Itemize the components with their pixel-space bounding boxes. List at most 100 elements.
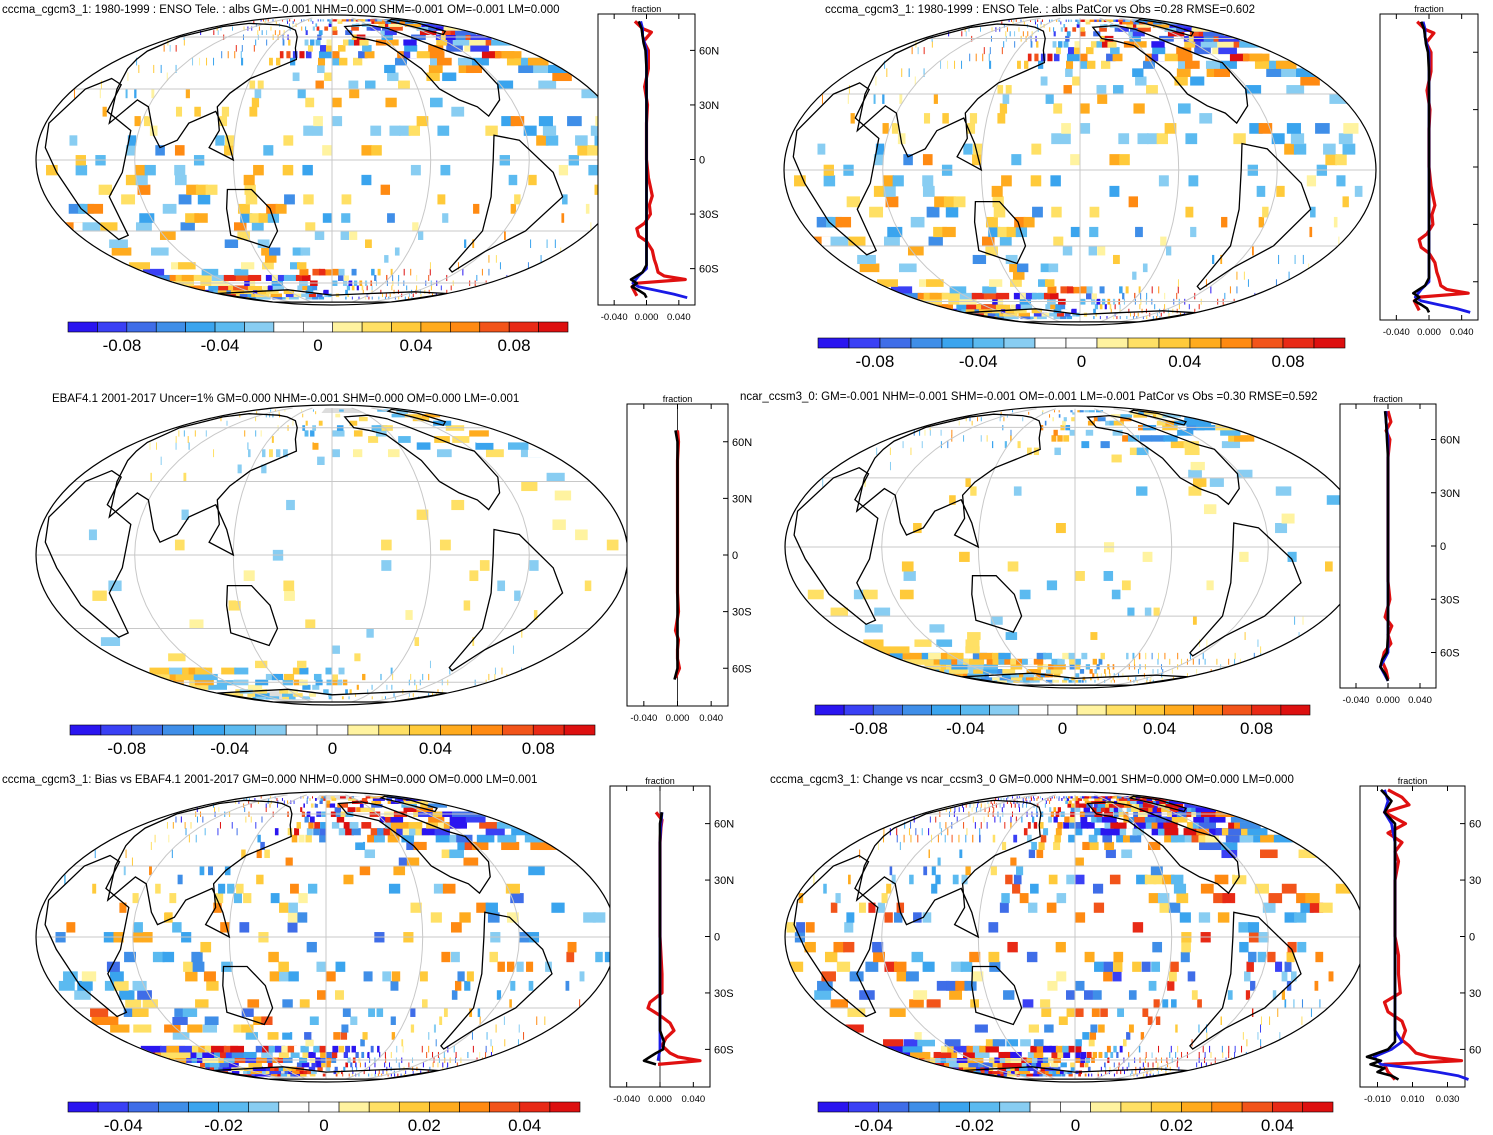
anomaly-cell	[428, 693, 430, 697]
anomaly-cell	[1058, 410, 1060, 413]
colorbar-tick-label: 0	[313, 336, 322, 355]
anomaly-cell	[945, 822, 947, 829]
anomaly-cell	[290, 1051, 300, 1059]
anomaly-cell	[1132, 271, 1137, 280]
anomaly-cell	[1063, 1051, 1071, 1059]
anomaly-cell	[1057, 658, 1065, 665]
anomaly-cell	[233, 222, 247, 232]
anomaly-cell	[1088, 834, 1098, 843]
colorbar-tick-label: 0.04	[1168, 352, 1201, 371]
anomaly-cell	[1228, 1051, 1230, 1059]
anomaly-cell	[254, 798, 256, 801]
colorbar-tick-label: 0	[328, 739, 337, 758]
anomaly-cell	[1139, 807, 1154, 813]
anomaly-cell	[1113, 961, 1123, 972]
anomaly-cell	[293, 409, 295, 412]
anomaly-cell	[983, 47, 985, 55]
anomaly-cell	[886, 883, 892, 894]
anomaly-cell	[319, 828, 327, 836]
anomaly-cell	[318, 30, 323, 36]
anomaly-cell	[338, 667, 345, 675]
anomaly-cell	[931, 834, 933, 843]
anomaly-cell	[1174, 76, 1188, 86]
colorbar-tick-label: -0.04	[854, 1116, 893, 1135]
anomaly-cell	[877, 902, 885, 913]
anomaly-cell	[236, 828, 238, 836]
longitude-gridline	[1099, 17, 1180, 323]
anomaly-cell	[1184, 447, 1200, 456]
anomaly-cell	[174, 1008, 190, 1017]
anomaly-cell	[995, 803, 997, 808]
colorbar-swatch	[361, 321, 392, 333]
anomaly-cell	[322, 145, 333, 156]
anomaly-cell	[114, 980, 129, 991]
anomaly-cell	[282, 19, 284, 22]
colorbar-swatch	[848, 337, 881, 349]
anomaly-cell	[1136, 679, 1138, 683]
anomaly-cell	[989, 279, 1003, 287]
anomaly-cell	[390, 667, 393, 675]
anomaly-cell	[813, 874, 815, 885]
anomaly-cell	[913, 523, 922, 534]
anomaly-cell	[279, 1024, 291, 1033]
anomaly-cell	[139, 213, 155, 223]
anomaly-cell	[1075, 1051, 1081, 1059]
anomaly-cell	[518, 64, 538, 74]
anomaly-cell	[1154, 304, 1156, 310]
greenland-land	[1134, 18, 1195, 37]
anomaly-cell	[949, 495, 956, 505]
anomaly-cell	[371, 145, 382, 156]
anomaly-cell	[165, 1008, 181, 1017]
anomaly-cell	[398, 296, 400, 300]
anomaly-cell	[1010, 822, 1012, 829]
anomaly-cell	[1302, 254, 1304, 265]
anomaly-cell	[979, 652, 994, 660]
anomaly-cell	[604, 951, 613, 963]
anomaly-cell	[1142, 263, 1148, 273]
anomaly-cell	[982, 1062, 998, 1068]
anomaly-cell	[488, 268, 490, 276]
anomaly-cell	[1080, 1051, 1087, 1059]
colorbar-swatch	[308, 1101, 340, 1113]
anomaly-cell	[974, 822, 976, 829]
anomaly-cell	[1053, 316, 1061, 320]
anomaly-cell	[486, 1032, 488, 1040]
colorbar-swatch	[969, 1101, 1001, 1113]
profile-lat-label: 0	[699, 155, 705, 167]
anomaly-cell	[499, 262, 501, 270]
anomaly-cell	[1275, 60, 1297, 69]
anomaly-cell	[350, 1062, 353, 1068]
anomaly-cell	[546, 239, 548, 248]
anomaly-cell	[1010, 803, 1012, 808]
anomaly-cell	[924, 429, 926, 436]
anomaly-cell	[1066, 798, 1070, 801]
anomaly-cell	[536, 1016, 538, 1025]
anomaly-cell	[1106, 53, 1116, 62]
anomaly-cell	[942, 113, 949, 124]
anomaly-cell	[361, 1051, 365, 1059]
anomaly-cell	[1212, 254, 1215, 265]
anomaly-cell	[951, 429, 953, 436]
anomaly-cell	[404, 45, 418, 52]
anomaly-cell	[1067, 803, 1072, 808]
anomaly-cell	[859, 902, 866, 913]
anomaly-cell	[1006, 226, 1019, 238]
anomaly-cell	[298, 834, 305, 843]
anomaly-cell	[359, 1062, 361, 1068]
anomaly-cell	[287, 800, 289, 804]
anomaly-cell	[1080, 19, 1084, 22]
anomaly-cell	[545, 961, 552, 972]
anomaly-cell	[171, 849, 173, 859]
anomaly-cell	[1038, 841, 1045, 851]
anomaly-cell	[1097, 417, 1106, 422]
anomaly-cell	[218, 285, 236, 291]
anomaly-cell	[155, 145, 165, 156]
anomaly-cell	[343, 1051, 349, 1059]
anomaly-cell	[305, 296, 313, 300]
anomaly-cell	[316, 1062, 323, 1068]
anomaly-cell	[1309, 226, 1313, 238]
anomaly-cell	[174, 570, 187, 582]
anomaly-cell	[277, 803, 279, 808]
colorbar-tick-label: 0	[319, 1116, 328, 1135]
anomaly-cell	[518, 539, 530, 551]
